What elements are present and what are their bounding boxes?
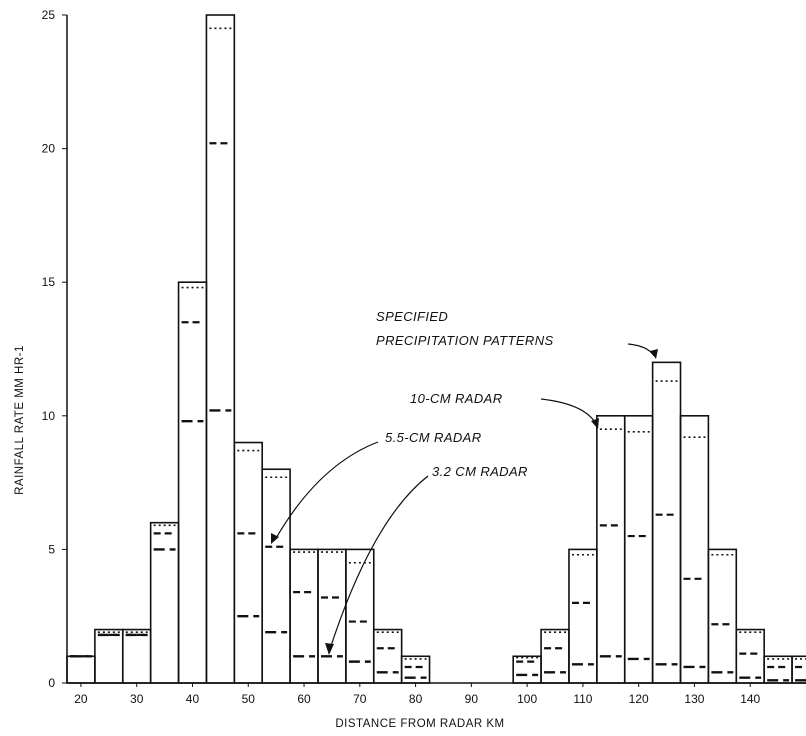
annotations: SPECIFIED PRECIPITATION PATTERNS 10-CM R… [271,309,658,655]
bar-52.5 [261,468,291,684]
bar-122.5 [651,361,682,684]
x-tick-label-50: 50 [242,692,256,706]
bar-32.5 [149,521,180,684]
bar-127.5 [679,414,710,684]
y-tick-label-25: 25 [42,8,56,22]
bar-132.5 [707,548,738,684]
annotation-3-2cm-radar: 3.2 CM RADAR [432,464,528,479]
x-tick-label-140: 140 [740,692,760,706]
bar-142.5 [763,655,793,684]
bar-72.5 [372,628,403,684]
bar-22.5 [94,628,124,684]
annotation-precipitation-patterns: PRECIPITATION PATTERNS [376,333,554,348]
arrowhead-3-2cm [325,643,334,655]
bar-27.5 [121,628,152,684]
bar-137.5 [735,628,765,684]
annotation-specified: SPECIFIED [376,309,448,324]
axes [66,15,806,684]
y-tick-label-20: 20 [42,142,56,156]
arrow-10cm [540,398,597,425]
bar-147.5 [791,655,806,684]
arrow-specified [627,343,655,357]
y-tick-label-0: 0 [48,676,55,690]
ticks: 20 30 40 50 60 70 80 90 100 110 120 130 140 0 5 10 15 20 2… [42,8,761,706]
x-tick-label-30: 30 [130,692,144,706]
bar-42.5 [205,14,236,684]
x-tick-label-100: 100 [517,692,537,706]
arrow-3-2cm [329,475,429,650]
bar-97.5 [512,655,542,684]
x-tick-label-130: 130 [684,692,704,706]
annotation-5-5cm-radar: 5.5-CM RADAR [385,430,482,445]
bar-67.5 [345,548,375,684]
bar-47.5 [233,441,264,684]
bar-77.5 [400,655,431,684]
y-tick-label-15: 15 [42,275,56,289]
x-tick-label-70: 70 [353,692,367,706]
arrowhead-10cm [591,418,599,429]
y-tick-label-5: 5 [48,542,55,556]
x-tick-label-90: 90 [465,692,479,706]
x-tick-label-80: 80 [409,692,423,706]
x-tick-label-120: 120 [629,692,649,706]
histogram-bars [66,14,806,684]
arrow-5-5cm [274,441,379,541]
bar-102.5 [540,628,570,684]
x-tick-label-110: 110 [573,692,592,706]
y-axis-title: RAINFALL RATE MM HR-1 [14,345,26,495]
arrowhead-5-5cm [271,533,279,544]
radar-series-marks [70,27,806,682]
arrowhead-specified [650,349,658,359]
x-axis-title: DISTANCE FROM RADAR KM [335,718,504,730]
x-tick-label-20: 20 [74,692,88,706]
x-tick-label-60: 60 [297,692,311,706]
bar-117.5 [623,414,654,684]
bar-37.5 [177,281,208,684]
y-tick-label-10: 10 [42,409,56,423]
bar-107.5 [568,548,598,684]
bar-17.5 [66,655,96,684]
bar-112.5 [596,414,626,684]
annotation-10cm-radar: 10-CM RADAR [410,391,503,406]
x-tick-label-40: 40 [186,692,200,706]
bar-57.5 [289,548,319,684]
